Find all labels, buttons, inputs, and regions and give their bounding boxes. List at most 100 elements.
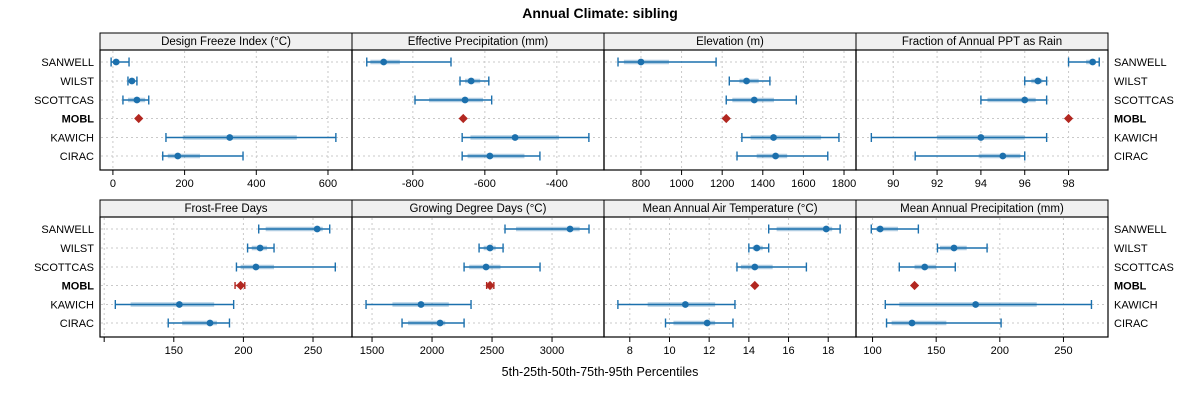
median-dot — [972, 301, 980, 308]
axis-tick-label: 150 — [165, 345, 183, 357]
highlight-diamond — [134, 113, 144, 124]
panel-border — [855, 216, 1109, 338]
chart-title: Annual Climate: sibling — [522, 5, 678, 21]
axis-tick-label: 800 — [632, 178, 650, 190]
axis-tick-label: 200 — [175, 178, 193, 190]
axis-tick-label: 100 — [863, 345, 881, 357]
median-dot — [772, 152, 779, 160]
panel-border — [351, 216, 605, 338]
site-label-left: MOBL — [62, 281, 95, 293]
panel-grid — [101, 218, 351, 336]
series-scottcas — [235, 262, 336, 272]
highlight-diamond — [485, 280, 495, 291]
series-cirac — [885, 318, 1002, 328]
series-cirac — [162, 151, 244, 161]
series-sanwell — [504, 224, 590, 234]
series-sanwell — [870, 224, 920, 234]
strip-label: Mean Annual Air Temperature (°C) — [642, 203, 817, 215]
median-dot — [876, 225, 884, 233]
series-kawich — [870, 133, 1048, 142]
strip-label: Design Freeze Index (°C) — [161, 36, 291, 48]
site-label-right: SCOTTCAS — [1114, 262, 1174, 274]
axis-tick-label: 18 — [822, 345, 834, 357]
median-dot — [486, 244, 494, 252]
series-sanwell — [617, 57, 717, 67]
series-scottcas — [898, 262, 956, 272]
site-label-left: CIRAC — [60, 151, 94, 163]
axis-tick-label: 200 — [234, 345, 252, 357]
axis-tick-label: 10 — [663, 345, 675, 357]
axis-tick-label: -800 — [402, 178, 424, 190]
median-dot — [751, 263, 759, 271]
panel-grid — [353, 51, 603, 169]
series-mobl — [909, 280, 920, 291]
site-label-right: WILST — [1114, 76, 1148, 88]
axis-tick-label: -600 — [474, 178, 496, 190]
panel-mean-annual-air-temperature-c: Mean Annual Air Temperature (°C) 8 10 12 14 1… — [603, 199, 857, 357]
series-scottcas — [463, 262, 541, 272]
site-label-right: MOBL — [1114, 281, 1147, 293]
panel-grid — [101, 51, 351, 169]
median-dot — [1021, 96, 1029, 104]
axis-tick-label: 94 — [975, 178, 987, 190]
series-scottcas — [122, 95, 150, 105]
axis-tick-label: 250 — [304, 345, 322, 357]
median-dot — [313, 225, 321, 233]
axis-tick-label: 600 — [319, 178, 337, 190]
median-dot — [486, 152, 494, 160]
series-sanwell — [1067, 57, 1100, 67]
series-scottcas — [414, 95, 493, 105]
median-dot — [226, 134, 234, 141]
site-label-left: SANWELL — [41, 57, 94, 69]
panel-effective-precipitation-mm: Effective Precipitation (mm) -800 -600 -400 — [351, 32, 605, 190]
axis-tick-label: 1400 — [751, 178, 775, 190]
median-dot — [753, 244, 761, 252]
strip-label: Elevation (m) — [696, 36, 764, 48]
series-kawich — [461, 133, 590, 142]
median-dot — [482, 263, 490, 271]
median-dot — [380, 58, 388, 66]
series-mobl — [1063, 113, 1074, 124]
highlight-diamond — [721, 113, 731, 124]
median-dot — [703, 319, 711, 327]
median-dot — [133, 96, 141, 104]
axis-tick-label: 12 — [703, 345, 715, 357]
series-sanwell — [110, 57, 130, 67]
panel-growing-degree-days-c: Growing Degree Days (°C) 1500 2000 2500 3000 — [351, 199, 605, 357]
highlight-diamond — [458, 113, 468, 124]
site-label-right: SCOTTCAS — [1114, 95, 1174, 107]
panel-grid — [605, 51, 855, 169]
panel-grid — [605, 218, 855, 336]
strip-label: Effective Precipitation (mm) — [408, 36, 549, 48]
axis-tick-label: -400 — [546, 178, 568, 190]
site-label-left: SCOTTCAS — [34, 95, 94, 107]
panel-border — [603, 49, 857, 171]
axis-tick-label: 150 — [927, 345, 945, 357]
median-dot — [977, 134, 985, 141]
series-scottcas — [980, 95, 1048, 105]
site-label-right: SANWELL — [1114, 224, 1167, 236]
axis-tick-label: 2000 — [420, 345, 444, 357]
series-kawich — [617, 300, 736, 309]
series-scottcas — [725, 95, 797, 105]
panel-border — [99, 49, 353, 171]
site-label-right: CIRAC — [1114, 151, 1148, 163]
axis-tick-label: 14 — [743, 345, 755, 357]
series-wilst — [459, 76, 490, 86]
axis-tick-label: 1800 — [832, 178, 856, 190]
median-dot — [461, 96, 469, 104]
panel-mean-annual-precipitation-mm: Mean Annual Precipitation (mm) 100 150 200 2… — [855, 199, 1109, 357]
panel-border — [99, 216, 353, 338]
panel-design-freeze-index-c: Design Freeze Index (°C) 0 200 400 600 — [99, 32, 353, 190]
series-cirac — [736, 151, 829, 161]
axis-tick-label: 1600 — [791, 178, 815, 190]
median-dot — [174, 152, 182, 160]
median-dot — [566, 225, 574, 233]
series-kawich — [741, 133, 840, 142]
axis-tick-label: 8 — [627, 345, 633, 357]
series-scottcas — [736, 262, 808, 272]
site-label-right: SANWELL — [1114, 57, 1167, 69]
series-wilst — [246, 243, 275, 253]
site-label-left: WILST — [60, 243, 94, 255]
series-wilst — [478, 243, 504, 253]
